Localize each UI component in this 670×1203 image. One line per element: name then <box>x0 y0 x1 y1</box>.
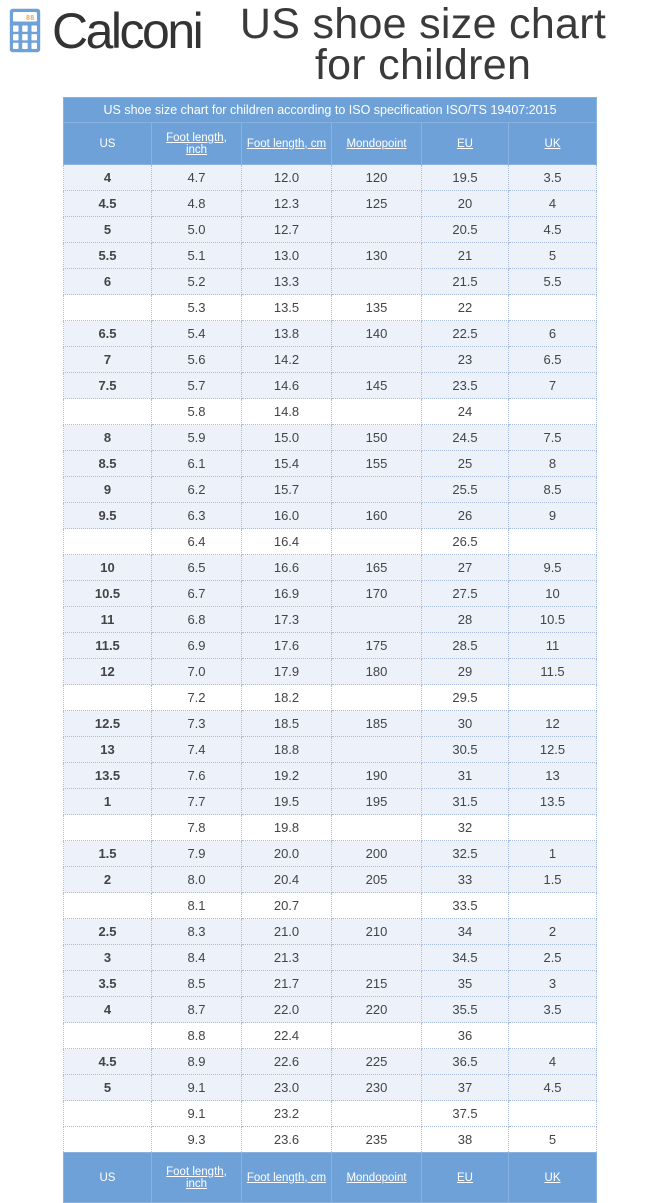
svg-text:88: 88 <box>26 15 34 23</box>
